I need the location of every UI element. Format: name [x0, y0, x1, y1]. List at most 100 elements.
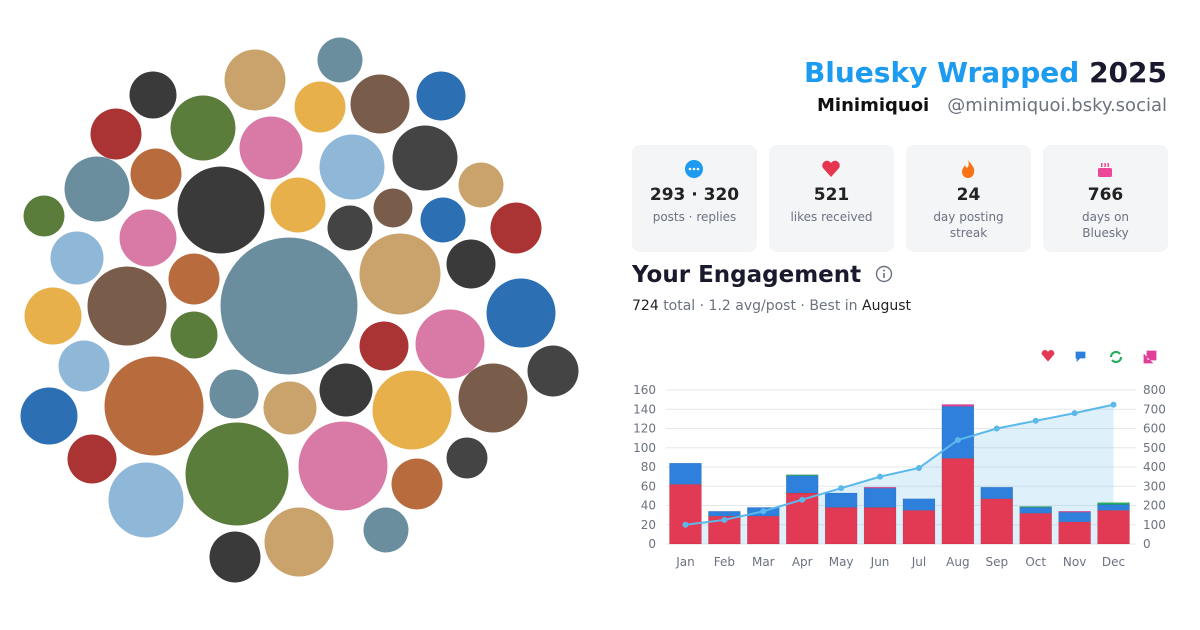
x-tick-label: Dec: [1102, 555, 1125, 569]
avatar[interactable]: [50, 231, 104, 285]
avatar[interactable]: [220, 237, 358, 375]
avatar[interactable]: [64, 156, 130, 222]
avatar[interactable]: [270, 177, 326, 233]
x-tick-label: Jan: [675, 555, 695, 569]
line-point: [1110, 401, 1117, 408]
avatar[interactable]: [23, 195, 65, 237]
avatar[interactable]: [87, 266, 167, 346]
avatar[interactable]: [108, 462, 184, 538]
avatar[interactable]: [415, 309, 485, 379]
y-tick-label: 80: [641, 460, 656, 474]
y-tick-label: 120: [633, 422, 656, 436]
bar-segment: [980, 498, 1014, 545]
avatar[interactable]: [490, 202, 542, 254]
line-point: [799, 496, 806, 503]
stat-value: 521: [813, 185, 850, 205]
avatar[interactable]: [317, 37, 363, 83]
avatar[interactable]: [446, 437, 488, 479]
stat-label: likes received: [790, 210, 873, 224]
avatar[interactable]: [24, 287, 82, 345]
y2-tick-label: 400: [1143, 460, 1166, 474]
stat-icon: [1098, 163, 1112, 177]
best-month: August: [862, 298, 911, 314]
avatar[interactable]: [420, 197, 466, 243]
avatar[interactable]: [209, 369, 259, 419]
avatar[interactable]: [319, 134, 385, 200]
year: 2025: [1089, 56, 1167, 89]
avatar[interactable]: [327, 205, 373, 251]
bar-segment: [1019, 507, 1052, 514]
bar-segment: [980, 486, 1014, 500]
bar-segment: [1019, 512, 1052, 545]
legend-glyph: [1075, 351, 1086, 362]
avatar[interactable]: [486, 278, 556, 348]
avatar[interactable]: [130, 148, 182, 200]
avatar[interactable]: [185, 422, 289, 526]
x-tick-label: Nov: [1063, 555, 1086, 569]
avatar[interactable]: [129, 71, 177, 119]
avatar[interactable]: [263, 381, 317, 435]
avatar[interactable]: [298, 421, 388, 511]
user: Minimiquoi @minimiquoi.bsky.social: [817, 95, 1167, 116]
y-tick-label: 20: [641, 518, 656, 532]
avatar[interactable]: [170, 311, 218, 359]
avatar[interactable]: [446, 239, 496, 289]
avatar[interactable]: [391, 458, 443, 510]
bar-segment: [747, 515, 780, 545]
avatar[interactable]: [170, 95, 236, 161]
avatar[interactable]: [67, 434, 117, 484]
total: 724: [632, 298, 659, 314]
bar-segment: [785, 475, 819, 494]
avatar[interactable]: [239, 116, 303, 180]
avatar[interactable]: [372, 370, 452, 450]
avatar[interactable]: [319, 363, 373, 417]
avatar[interactable]: [20, 387, 78, 445]
avatar[interactable]: [264, 507, 334, 577]
y-tick-label: 100: [633, 441, 656, 455]
avatar[interactable]: [168, 253, 220, 305]
bar-segment: [863, 507, 897, 545]
summary: 724 total · 1.2 avg/post · Best in Augus…: [632, 298, 911, 314]
avatar[interactable]: [363, 507, 409, 553]
avatar[interactable]: [359, 233, 441, 315]
stat-card: 521 likes received: [769, 145, 894, 252]
bar-segment: [863, 486, 897, 489]
stat-icon: [822, 160, 840, 177]
y-tick-label: 40: [641, 499, 656, 513]
y2-tick-label: 700: [1143, 402, 1166, 416]
avatar[interactable]: [58, 340, 110, 392]
avatar[interactable]: [104, 356, 204, 456]
avatar-cloud: [20, 37, 579, 583]
line-point: [682, 521, 689, 528]
avatar[interactable]: [458, 162, 504, 208]
avatar[interactable]: [90, 108, 142, 160]
legend-icon[interactable]: [1143, 350, 1157, 364]
x-tick-label: Jun: [870, 555, 890, 569]
avatar[interactable]: [294, 81, 346, 133]
avatar[interactable]: [177, 166, 265, 254]
avatar[interactable]: [373, 188, 413, 228]
x-tick-label: May: [829, 555, 854, 569]
y2-tick-label: 100: [1143, 518, 1166, 532]
bar-segment: [863, 487, 897, 508]
avatar[interactable]: [527, 345, 579, 397]
line-point: [1071, 410, 1078, 417]
stat-icon: [962, 160, 975, 178]
avatar[interactable]: [119, 209, 177, 267]
legend-icon[interactable]: [1041, 350, 1055, 362]
bar-segment: [824, 507, 858, 545]
legend-icon[interactable]: [1075, 351, 1086, 362]
info-icon[interactable]: [875, 265, 893, 283]
avatar[interactable]: [458, 363, 528, 433]
avatar[interactable]: [224, 49, 286, 111]
avatar[interactable]: [392, 125, 458, 191]
avatar[interactable]: [209, 531, 261, 583]
avatar[interactable]: [359, 321, 409, 371]
bar-segment: [1019, 506, 1052, 508]
avatar[interactable]: [416, 71, 466, 121]
heading: Your Engagement: [632, 262, 862, 288]
y2-tick-label: 0: [1143, 537, 1151, 551]
avatar[interactable]: [350, 74, 410, 134]
legend-icon[interactable]: [1109, 350, 1123, 364]
